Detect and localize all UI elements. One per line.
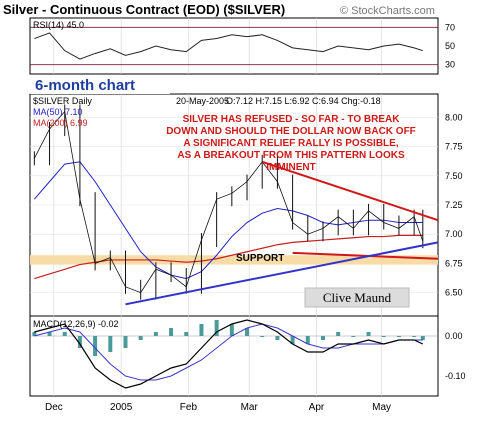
rsi-tick: 50: [445, 41, 455, 51]
x-tick: Dec: [45, 402, 63, 413]
macd-hist-bar: [275, 336, 280, 340]
macd-hist-bar: [320, 336, 325, 340]
macd-hist-bar: [184, 332, 189, 336]
x-tick: Mar: [241, 402, 259, 413]
macd-tick: -0.10: [445, 371, 466, 381]
macd-title: MACD(12,26,9) -0.02: [33, 319, 119, 329]
period-label-box: [30, 75, 170, 94]
macd-hist-bar: [153, 332, 158, 336]
macd-signal-line: [34, 323, 423, 381]
rsi-line: [34, 32, 423, 60]
macd-hist-bar: [138, 336, 143, 340]
macd-hist-bar: [108, 336, 113, 352]
macd-hist-bar: [336, 332, 341, 336]
trendline: [125, 241, 439, 306]
price-tick: 8.00: [445, 112, 463, 122]
support-band: [30, 255, 438, 265]
price-series-label: $SILVER Daily: [33, 96, 92, 106]
rsi-tick: 30: [445, 60, 455, 70]
macd-hist-bar: [420, 336, 425, 340]
price-tick-labels: 8.00 7.75 7.50 7.25 7.00 6.75 6.50: [445, 112, 463, 297]
support-label: SUPPORT: [236, 253, 284, 264]
macd-tick-labels: 0.00 -0.10: [445, 331, 466, 381]
macd-hist-bar: [62, 332, 67, 336]
x-axis-tick-labels: Dec 2005 Feb Mar Apr May: [45, 402, 391, 413]
macd-hist-bar: [396, 336, 401, 337]
macd-hist-bar: [366, 332, 371, 336]
macd-hist-bar: [305, 336, 310, 344]
price-tick: 7.50: [445, 171, 463, 181]
signature-box: [304, 287, 410, 308]
price-tick: 6.75: [445, 258, 463, 268]
macd-histogram: [32, 320, 425, 356]
signature: Clive Maund: [323, 290, 392, 305]
rsi-reference-lines: [30, 26, 438, 66]
macd-hist-bar: [260, 336, 265, 337]
period-label: 6-month chart: [35, 77, 135, 94]
trendline: [261, 160, 439, 222]
date-label: 20-May-2005: [176, 96, 229, 106]
chart-title: Silver - Continuous Contract (EOD) ($SIL…: [3, 2, 285, 17]
ma200-label: MA(200) 6.99: [33, 118, 88, 128]
ma50-line: [33, 161, 423, 280]
x-tick: May: [372, 402, 391, 413]
x-tick: Feb: [180, 402, 198, 413]
trendlines: [125, 160, 439, 306]
x-tick: 2005: [110, 402, 133, 413]
rsi-tick: 70: [445, 22, 455, 32]
macd-hist-bar: [77, 336, 82, 348]
rsi-panel: [29, 17, 439, 75]
macd-hist-bar: [199, 324, 204, 336]
ohlc-readout: O:7.12 H:7.15 L:6.92 C:6.94 Chg:-0.18: [226, 96, 381, 106]
macd-hist-bar: [169, 328, 174, 336]
price-tick: 6.50: [445, 288, 463, 298]
macd-hist-bar: [214, 320, 219, 336]
macd-hist-bar: [351, 336, 356, 337]
macd-hist-bar: [47, 332, 52, 336]
price-bars: [33, 104, 424, 300]
x-tick: Apr: [309, 402, 325, 413]
rsi-tick-labels: 70 50 30: [445, 22, 455, 69]
macd-panel: [29, 315, 439, 397]
rsi-title: RSI(14) 45.0: [33, 20, 84, 30]
macd-hist-bar: [93, 336, 98, 356]
macd-hist-bar: [32, 332, 37, 336]
macd-hist-bar: [381, 336, 386, 337]
macd-hist-bar: [229, 324, 234, 336]
macd-tick: 0.00: [445, 331, 463, 341]
macd-hist-bar: [123, 336, 128, 348]
price-tick: 7.25: [445, 200, 463, 210]
macd-hist-bar: [290, 336, 295, 344]
macd-hist-bar: [245, 328, 250, 336]
macd-hist-bar: [412, 336, 417, 337]
price-tick: 7.75: [445, 142, 463, 152]
watermark: © StockCharts.com: [340, 5, 435, 17]
macd-grid: [53, 316, 382, 396]
macd-line: [34, 319, 424, 389]
ma50-label: MA(50) 7.10: [33, 107, 83, 117]
price-tick: 7.00: [445, 229, 463, 239]
annotation-text: SILVER HAS REFUSED - SO FAR - TO BREAK DO…: [166, 114, 416, 173]
